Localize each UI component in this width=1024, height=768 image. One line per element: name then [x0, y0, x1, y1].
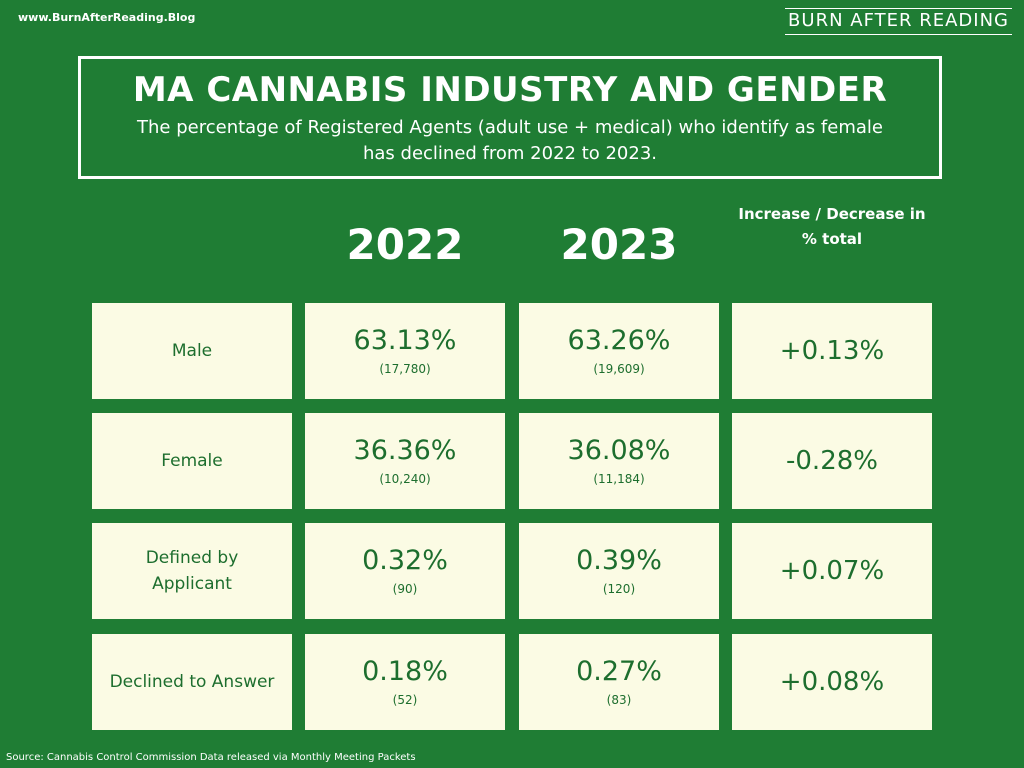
row-label: Defined by Applicant	[92, 523, 292, 619]
pct-2022: 0.32%	[362, 544, 448, 576]
site-url: www.BurnAfterReading.Blog	[18, 11, 196, 24]
column-header-change: Increase / Decrease in % total	[738, 205, 926, 248]
cell-change: -0.28%	[732, 413, 932, 509]
count-2022: (10,240)	[379, 471, 431, 486]
row-label: Female	[92, 413, 292, 509]
cell-2022: 0.32% (90)	[305, 523, 505, 619]
row-label: Male	[92, 303, 292, 399]
pct-2023: 36.08%	[567, 434, 671, 466]
column-header-2023: 2023	[560, 220, 678, 269]
count-2022: (17,780)	[379, 361, 431, 376]
cell-change: +0.07%	[732, 523, 932, 619]
page-title: MA CANNABIS INDUSTRY AND GENDER	[132, 70, 888, 110]
pct-2023: 0.27%	[576, 655, 662, 687]
cell-2022: 0.18% (52)	[305, 634, 505, 730]
table-row-defined-by-applicant: Defined by Applicant 0.32% (90) 0.39% (1…	[92, 523, 932, 619]
pct-2022: 63.13%	[353, 324, 457, 356]
cell-change: +0.13%	[732, 303, 932, 399]
count-2022: (90)	[392, 581, 418, 596]
title-box: MA CANNABIS INDUSTRY AND GENDER The perc…	[78, 56, 942, 179]
count-2022: (52)	[392, 692, 418, 707]
cell-2023: 63.26% (19,609)	[519, 303, 719, 399]
source-note: Source: Cannabis Control Commission Data…	[6, 752, 416, 763]
table-row-male: Male 63.13% (17,780) 63.26% (19,609) +0.…	[92, 303, 932, 399]
count-2023: (120)	[602, 581, 636, 596]
table-row-declined-to-answer: Declined to Answer 0.18% (52) 0.27% (83)…	[92, 634, 932, 730]
pct-2023: 63.26%	[567, 324, 671, 356]
count-2023: (83)	[606, 692, 632, 707]
cell-2022: 63.13% (17,780)	[305, 303, 505, 399]
cell-2023: 0.27% (83)	[519, 634, 719, 730]
brand-logo: BURN AFTER READING	[785, 8, 1012, 35]
cell-change: +0.08%	[732, 634, 932, 730]
count-2023: (11,184)	[593, 471, 645, 486]
cell-2023: 36.08% (11,184)	[519, 413, 719, 509]
pct-2023: 0.39%	[576, 544, 662, 576]
cell-2022: 36.36% (10,240)	[305, 413, 505, 509]
table-row-female: Female 36.36% (10,240) 36.08% (11,184) -…	[92, 413, 932, 509]
column-header-2022: 2022	[346, 220, 464, 269]
pct-2022: 0.18%	[362, 655, 448, 687]
cell-2023: 0.39% (120)	[519, 523, 719, 619]
pct-2022: 36.36%	[353, 434, 457, 466]
row-label: Declined to Answer	[92, 634, 292, 730]
count-2023: (19,609)	[593, 361, 645, 376]
page-subtitle: The percentage of Registered Agents (adu…	[137, 117, 883, 164]
